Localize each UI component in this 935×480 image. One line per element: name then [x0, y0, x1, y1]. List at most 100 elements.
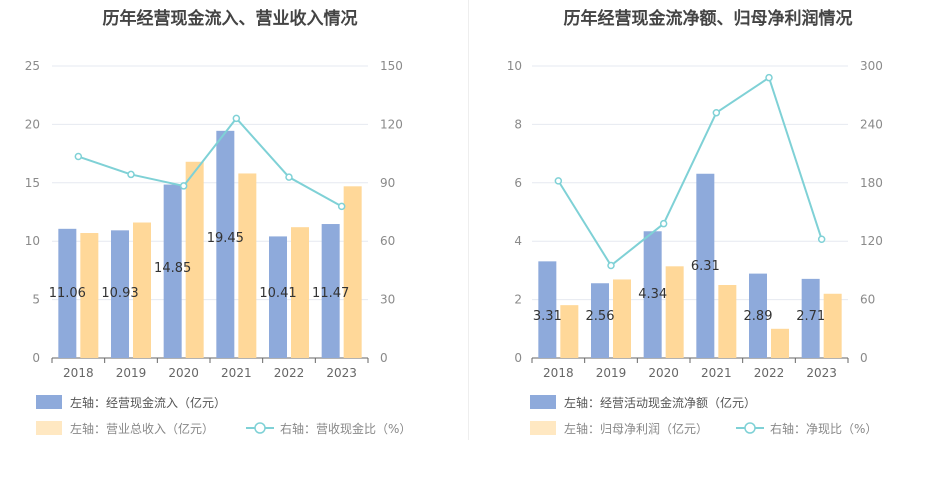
x-tick-label: 2018 [63, 366, 94, 380]
x-tick-label: 2019 [596, 366, 627, 380]
y-tick-left: 6 [514, 176, 522, 190]
bar-secondary [133, 222, 151, 358]
y-tick-right: 60 [380, 234, 395, 248]
y-tick-right: 30 [380, 293, 395, 307]
y-tick-right: 180 [860, 176, 883, 190]
y-tick-left: 10 [25, 234, 40, 248]
y-tick-left: 4 [514, 234, 522, 248]
x-tick-label: 2022 [274, 366, 305, 380]
data-label: 14.85 [154, 261, 191, 276]
ratio-point [337, 202, 346, 211]
ratio-point [765, 73, 773, 82]
bar-secondary [80, 233, 99, 358]
y-tick-left: 0 [32, 351, 40, 365]
x-tick-label: 2020 [648, 366, 679, 380]
bar-primary [801, 278, 820, 358]
y-tick-right: 150 [380, 59, 403, 73]
x-tick-label: 2023 [806, 366, 837, 380]
y-tick-left: 10 [507, 59, 522, 73]
data-label: 11.06 [49, 286, 86, 301]
x-tick-label: 2023 [326, 366, 357, 380]
y-tick-right: 60 [860, 293, 875, 307]
bar-primary [591, 283, 609, 358]
legend-swatch-primary [530, 395, 556, 409]
y-tick-left: 8 [514, 117, 522, 131]
legend-label-primary: 左轴：经营活动现金流净额（亿元） [564, 395, 756, 410]
bar-primary [216, 130, 235, 358]
data-label: 2.56 [586, 309, 615, 324]
y-tick-left: 0 [514, 351, 522, 365]
x-tick-label: 2020 [168, 366, 199, 380]
ratio-point [817, 235, 826, 244]
data-label: 2.89 [744, 309, 773, 324]
data-label: 19.45 [207, 231, 244, 246]
y-tick-right: 120 [380, 117, 403, 131]
ratio-line [78, 116, 343, 208]
data-label: 10.93 [101, 286, 138, 301]
bar-secondary [771, 328, 789, 358]
x-tick-label: 2018 [543, 366, 574, 380]
ratio-point [554, 177, 563, 185]
legend-swatch-secondary [36, 421, 62, 435]
data-label: 2.71 [796, 309, 825, 324]
ratio-point [127, 170, 135, 179]
legend-swatch-primary [36, 395, 62, 409]
bar-primary [538, 261, 557, 358]
y-tick-right: 90 [380, 176, 395, 190]
y-tick-right: 0 [380, 351, 388, 365]
bar-secondary [718, 285, 737, 358]
y-tick-right: 120 [860, 234, 883, 248]
ratio-point [607, 261, 615, 270]
bar-secondary [613, 279, 631, 358]
ratio-point [285, 173, 293, 181]
legend-label-ratio: 右轴：净现比（%） [770, 421, 877, 436]
ratio-point [232, 114, 241, 123]
legend-swatch-secondary [530, 421, 556, 435]
bar-primary [321, 224, 340, 358]
y-tick-left: 5 [32, 293, 40, 307]
y-tick-right: 240 [860, 117, 883, 131]
x-tick-label: 2021 [701, 366, 732, 380]
bar-primary [749, 273, 767, 358]
legend-label-ratio: 右轴：营收现金比（%） [280, 421, 411, 436]
y-tick-right: 0 [860, 351, 868, 365]
bar-primary [163, 184, 182, 358]
bar-secondary [665, 266, 684, 358]
panel-divider [468, 0, 469, 440]
data-label: 3.31 [533, 309, 562, 324]
x-tick-label: 2021 [221, 366, 252, 380]
ratio-point [659, 219, 668, 228]
x-tick-label: 2019 [116, 366, 147, 380]
bar-secondary [343, 186, 362, 358]
ratio-point [179, 182, 188, 190]
data-label: 4.34 [638, 287, 667, 302]
x-tick-label: 2022 [754, 366, 785, 380]
bar-secondary [185, 161, 204, 358]
chart-title-right: 历年经营现金流净额、归母净利润情况 [563, 9, 853, 29]
legend-label-secondary: 左轴：营业总收入（亿元） [70, 421, 214, 436]
bar-secondary [560, 305, 579, 358]
legend-marker-ratio [254, 422, 266, 434]
bar-primary [269, 236, 287, 358]
y-tick-left: 25 [25, 59, 40, 73]
bar-primary [111, 230, 129, 358]
bar-secondary [291, 227, 309, 358]
bar-primary [643, 231, 662, 358]
data-label: 11.47 [312, 286, 349, 301]
ratio-point [74, 152, 83, 161]
ratio-point [712, 108, 721, 117]
bar-secondary [823, 293, 842, 358]
y-tick-left: 2 [514, 293, 522, 307]
data-label: 6.31 [691, 259, 720, 274]
y-tick-left: 20 [25, 117, 40, 131]
data-label: 10.41 [259, 286, 296, 301]
legend-marker-ratio [744, 422, 756, 434]
y-tick-right: 300 [860, 59, 883, 73]
legend-label-secondary: 左轴：归母净利润（亿元） [564, 421, 708, 436]
bar-primary [696, 173, 715, 358]
y-tick-left: 15 [25, 176, 40, 190]
legend-label-primary: 左轴：经营现金流入（亿元） [70, 395, 226, 410]
ratio-line [557, 76, 823, 268]
chart-title-left: 历年经营现金流入、营业收入情况 [102, 9, 358, 29]
